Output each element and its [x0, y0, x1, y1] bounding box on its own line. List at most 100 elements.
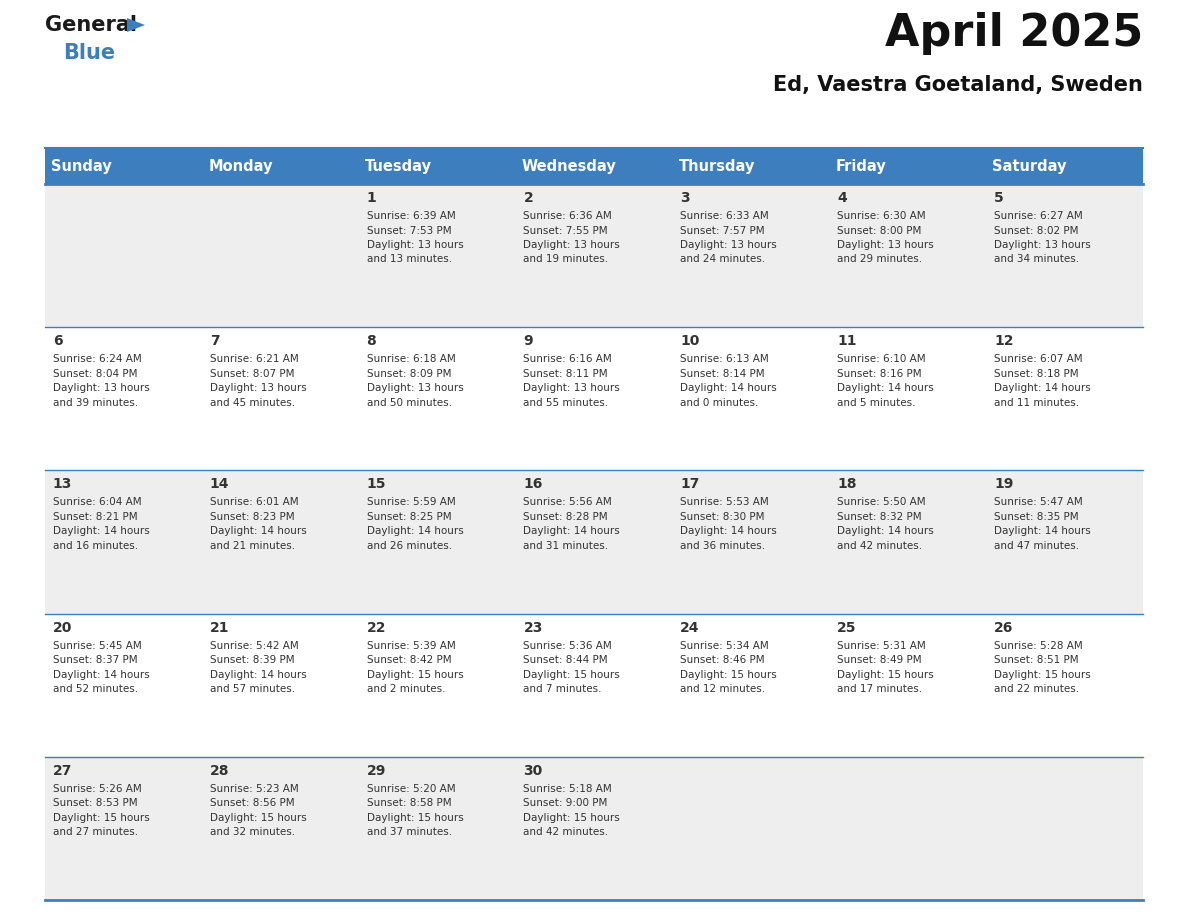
Text: and 26 minutes.: and 26 minutes.: [367, 541, 451, 551]
Text: Sunset: 8:00 PM: Sunset: 8:00 PM: [838, 226, 922, 236]
Text: Daylight: 15 hours: Daylight: 15 hours: [52, 812, 150, 823]
Text: Sunrise: 6:30 AM: Sunrise: 6:30 AM: [838, 211, 925, 221]
Text: Sunrise: 5:31 AM: Sunrise: 5:31 AM: [838, 641, 925, 651]
Text: 30: 30: [524, 764, 543, 778]
Text: Daylight: 14 hours: Daylight: 14 hours: [367, 526, 463, 536]
Text: Sunset: 8:30 PM: Sunset: 8:30 PM: [681, 512, 765, 522]
Text: Sunset: 8:21 PM: Sunset: 8:21 PM: [52, 512, 138, 522]
Text: Sunset: 8:04 PM: Sunset: 8:04 PM: [52, 369, 138, 379]
Text: Sunrise: 5:50 AM: Sunrise: 5:50 AM: [838, 498, 925, 508]
Text: Sunrise: 6:21 AM: Sunrise: 6:21 AM: [210, 354, 298, 364]
Text: Sunset: 8:44 PM: Sunset: 8:44 PM: [524, 655, 608, 666]
Text: and 11 minutes.: and 11 minutes.: [994, 397, 1079, 408]
Text: Daylight: 14 hours: Daylight: 14 hours: [52, 669, 150, 679]
Text: and 5 minutes.: and 5 minutes.: [838, 397, 916, 408]
Text: Sunrise: 5:26 AM: Sunrise: 5:26 AM: [52, 784, 141, 794]
Text: Sunrise: 5:42 AM: Sunrise: 5:42 AM: [210, 641, 298, 651]
Text: 7: 7: [210, 334, 220, 348]
Text: and 17 minutes.: and 17 minutes.: [838, 684, 922, 694]
Text: Sunset: 8:23 PM: Sunset: 8:23 PM: [210, 512, 295, 522]
Text: Daylight: 14 hours: Daylight: 14 hours: [210, 669, 307, 679]
Text: Daylight: 15 hours: Daylight: 15 hours: [681, 669, 777, 679]
Text: Sunrise: 6:18 AM: Sunrise: 6:18 AM: [367, 354, 455, 364]
Text: Daylight: 15 hours: Daylight: 15 hours: [994, 669, 1091, 679]
Text: and 16 minutes.: and 16 minutes.: [52, 541, 138, 551]
Text: Sunset: 8:32 PM: Sunset: 8:32 PM: [838, 512, 922, 522]
Text: Sunset: 7:53 PM: Sunset: 7:53 PM: [367, 226, 451, 236]
Text: Sunset: 7:55 PM: Sunset: 7:55 PM: [524, 226, 608, 236]
Text: Sunset: 8:16 PM: Sunset: 8:16 PM: [838, 369, 922, 379]
Bar: [45, 184, 1143, 327]
Text: Sunday: Sunday: [51, 159, 112, 174]
Text: 5: 5: [994, 191, 1004, 205]
Text: and 34 minutes.: and 34 minutes.: [994, 254, 1079, 264]
Text: Friday: Friday: [835, 159, 886, 174]
Text: Sunrise: 6:10 AM: Sunrise: 6:10 AM: [838, 354, 925, 364]
Text: 20: 20: [52, 621, 72, 634]
Text: Sunrise: 5:45 AM: Sunrise: 5:45 AM: [52, 641, 141, 651]
Bar: [45, 756, 1143, 900]
Text: Sunrise: 5:47 AM: Sunrise: 5:47 AM: [994, 498, 1082, 508]
Text: Daylight: 14 hours: Daylight: 14 hours: [681, 526, 777, 536]
Text: Sunset: 8:07 PM: Sunset: 8:07 PM: [210, 369, 295, 379]
Text: Sunrise: 6:39 AM: Sunrise: 6:39 AM: [367, 211, 455, 221]
Text: 16: 16: [524, 477, 543, 491]
Text: 11: 11: [838, 334, 857, 348]
Text: 21: 21: [210, 621, 229, 634]
Text: Sunrise: 5:28 AM: Sunrise: 5:28 AM: [994, 641, 1082, 651]
Text: and 24 minutes.: and 24 minutes.: [681, 254, 765, 264]
Text: Sunset: 7:57 PM: Sunset: 7:57 PM: [681, 226, 765, 236]
Text: 13: 13: [52, 477, 72, 491]
Text: 2: 2: [524, 191, 533, 205]
Bar: [45, 148, 1143, 184]
Text: 25: 25: [838, 621, 857, 634]
Text: 9: 9: [524, 334, 533, 348]
Text: Sunrise: 6:24 AM: Sunrise: 6:24 AM: [52, 354, 141, 364]
Text: Sunrise: 6:04 AM: Sunrise: 6:04 AM: [52, 498, 141, 508]
Text: 14: 14: [210, 477, 229, 491]
Text: Daylight: 14 hours: Daylight: 14 hours: [681, 383, 777, 393]
Bar: [45, 327, 1143, 470]
Text: Sunrise: 5:39 AM: Sunrise: 5:39 AM: [367, 641, 455, 651]
Text: and 0 minutes.: and 0 minutes.: [681, 397, 759, 408]
Text: 22: 22: [367, 621, 386, 634]
Text: Sunset: 8:58 PM: Sunset: 8:58 PM: [367, 799, 451, 809]
Text: Sunset: 8:11 PM: Sunset: 8:11 PM: [524, 369, 608, 379]
Text: Daylight: 15 hours: Daylight: 15 hours: [524, 812, 620, 823]
Text: Sunrise: 6:16 AM: Sunrise: 6:16 AM: [524, 354, 612, 364]
Text: and 2 minutes.: and 2 minutes.: [367, 684, 446, 694]
Text: 29: 29: [367, 764, 386, 778]
Text: Sunset: 8:37 PM: Sunset: 8:37 PM: [52, 655, 138, 666]
Text: and 32 minutes.: and 32 minutes.: [210, 827, 295, 837]
Text: Sunset: 8:02 PM: Sunset: 8:02 PM: [994, 226, 1079, 236]
Text: Saturday: Saturday: [992, 159, 1067, 174]
Text: 1: 1: [367, 191, 377, 205]
Text: Daylight: 14 hours: Daylight: 14 hours: [210, 526, 307, 536]
Text: and 27 minutes.: and 27 minutes.: [52, 827, 138, 837]
Text: Sunset: 8:18 PM: Sunset: 8:18 PM: [994, 369, 1079, 379]
Text: Sunrise: 5:23 AM: Sunrise: 5:23 AM: [210, 784, 298, 794]
Text: Sunset: 8:14 PM: Sunset: 8:14 PM: [681, 369, 765, 379]
Text: 19: 19: [994, 477, 1013, 491]
Text: Sunset: 8:56 PM: Sunset: 8:56 PM: [210, 799, 295, 809]
Text: and 50 minutes.: and 50 minutes.: [367, 397, 451, 408]
Text: 23: 23: [524, 621, 543, 634]
Text: Daylight: 13 hours: Daylight: 13 hours: [367, 240, 463, 250]
Text: 8: 8: [367, 334, 377, 348]
Text: 4: 4: [838, 191, 847, 205]
Text: and 42 minutes.: and 42 minutes.: [838, 541, 922, 551]
Bar: [45, 470, 1143, 613]
Text: 15: 15: [367, 477, 386, 491]
Text: Daylight: 14 hours: Daylight: 14 hours: [838, 526, 934, 536]
Text: Monday: Monday: [208, 159, 272, 174]
Text: Daylight: 15 hours: Daylight: 15 hours: [367, 812, 463, 823]
Text: Sunrise: 5:20 AM: Sunrise: 5:20 AM: [367, 784, 455, 794]
Text: 10: 10: [681, 334, 700, 348]
Text: Daylight: 13 hours: Daylight: 13 hours: [524, 383, 620, 393]
Text: and 19 minutes.: and 19 minutes.: [524, 254, 608, 264]
Text: and 31 minutes.: and 31 minutes.: [524, 541, 608, 551]
Text: Daylight: 13 hours: Daylight: 13 hours: [367, 383, 463, 393]
Text: Daylight: 15 hours: Daylight: 15 hours: [524, 669, 620, 679]
Text: 12: 12: [994, 334, 1013, 348]
Text: Daylight: 15 hours: Daylight: 15 hours: [210, 812, 307, 823]
